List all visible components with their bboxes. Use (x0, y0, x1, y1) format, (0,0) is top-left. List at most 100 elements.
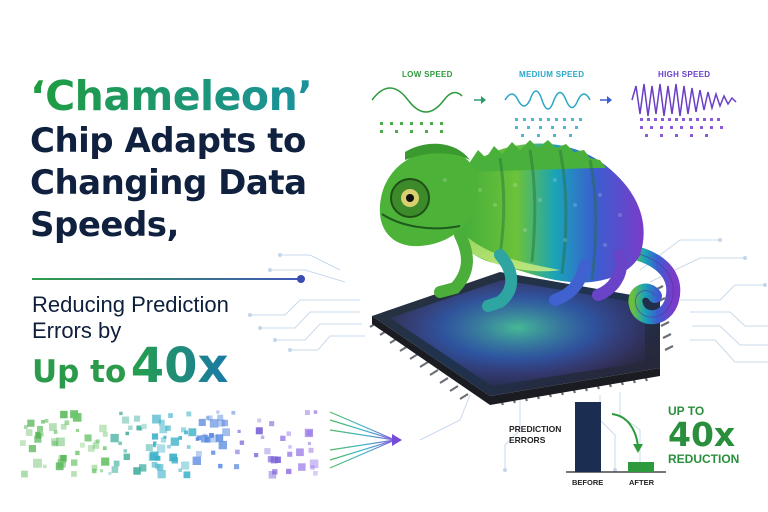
stream-pixel (96, 439, 100, 443)
stream-pixel (113, 460, 120, 467)
stream-pixel (139, 464, 147, 472)
stream-pixel (217, 414, 224, 421)
stream-pixel (27, 419, 35, 427)
stream-pixel (60, 423, 67, 430)
stream-pixel (128, 425, 133, 430)
stream-pixel (56, 437, 65, 447)
stream-pixel (192, 456, 201, 465)
stream-pixel (136, 425, 142, 431)
stream-pixel (155, 463, 161, 470)
stream-pixel (71, 471, 77, 477)
stream-pixel (157, 470, 166, 479)
stream-pixel (231, 410, 236, 415)
after-label: AFTER (629, 478, 654, 487)
stream-pixel (156, 464, 164, 471)
chip-glow (390, 280, 645, 386)
medium-speed-wave (504, 90, 591, 110)
stream-pixel (75, 450, 80, 456)
stream-pixel (260, 435, 265, 439)
stream-pixel (255, 427, 263, 435)
stream-pixel (55, 462, 64, 471)
stream-pixel (269, 421, 275, 427)
stream-pixel (149, 451, 159, 461)
high-speed-wave (631, 83, 737, 117)
stream-pixel (28, 445, 36, 453)
stream-pixel (310, 465, 315, 470)
stream-pixel (100, 469, 103, 473)
stream-pixel (84, 434, 92, 442)
headline: ‘Chameleon’ Chip Adapts to Changing Data… (30, 72, 360, 246)
stream-pixel (92, 442, 100, 449)
stream-pixel (264, 448, 271, 455)
stream-pixel (24, 425, 28, 429)
stream-pixel (239, 440, 245, 445)
stream-pixel (254, 453, 259, 458)
stream-pixel (296, 448, 304, 457)
stream-pixel (304, 428, 314, 438)
stream-pixel (181, 461, 190, 470)
stream-pixel (168, 413, 173, 418)
stream-pixel (167, 444, 171, 449)
stream-pixel (53, 430, 58, 434)
speed-waves (371, 83, 737, 117)
stream-pixel (195, 437, 200, 441)
stream-pixel (52, 440, 58, 447)
stream-pixel (211, 450, 216, 455)
stream-pixel (210, 434, 219, 443)
stream-pixel (148, 453, 157, 462)
stream-pixel (133, 467, 141, 475)
low-speed-wave (371, 87, 463, 113)
stream-pixel (313, 410, 318, 414)
stream-pixel (60, 454, 67, 462)
stream-pixel (80, 442, 85, 448)
after-bar (628, 462, 654, 472)
stream-pixel (151, 462, 158, 468)
stream-pixel (186, 445, 191, 449)
stream-pixel (204, 436, 211, 443)
stream-pixel (272, 469, 278, 475)
stream-pixel (71, 459, 78, 466)
stream-pixel (108, 471, 112, 475)
stream-pixel (25, 429, 33, 436)
stream-pixel (34, 435, 42, 443)
reduction-up-to: UP TO (668, 404, 705, 418)
subhead-line-1: Reducing Prediction (32, 292, 229, 317)
stream-arrow-icon (392, 434, 402, 446)
stream-pixel (217, 419, 225, 427)
speed-arrows (474, 96, 612, 104)
stream-pixel (215, 434, 224, 442)
stream-pixel (205, 416, 210, 420)
stream-pixel (70, 410, 79, 419)
stream-pixel (171, 457, 178, 464)
before-after-chart (566, 402, 666, 473)
stream-pixel (111, 466, 119, 473)
stream-pixel (156, 444, 166, 453)
stream-pixel (178, 436, 183, 440)
stream-pixel (209, 419, 219, 428)
stream-pixel (209, 433, 214, 438)
stream-pixel (237, 429, 241, 433)
stream-pixel (94, 439, 98, 444)
headline-line-3: Changing Data (30, 163, 307, 203)
stream-pixel (118, 441, 122, 446)
stream-pixel (309, 459, 319, 469)
stream-pixel (134, 415, 141, 422)
headline-line-4: Speeds, (30, 205, 179, 245)
stream-pixel (218, 440, 227, 450)
stream-pixel (222, 428, 230, 437)
circuit-traces (250, 239, 768, 470)
stream-pixel (123, 453, 130, 460)
circuit-nodes (248, 238, 767, 472)
stream-pixel (287, 451, 293, 457)
stream-pixel (188, 428, 197, 437)
stream-pixel (88, 445, 95, 452)
stream-pixel (307, 441, 311, 446)
chart-title-line-1: PREDICTION (509, 424, 562, 434)
chart-title: PREDICTION ERRORS (509, 424, 561, 446)
chameleon-tail (603, 243, 681, 325)
stream-pixel (99, 424, 107, 433)
stream-pixel (270, 456, 278, 464)
stream-pixel (313, 471, 318, 476)
stream-pixel (110, 433, 119, 443)
subhead-highlight: Up to 40x (32, 338, 229, 394)
